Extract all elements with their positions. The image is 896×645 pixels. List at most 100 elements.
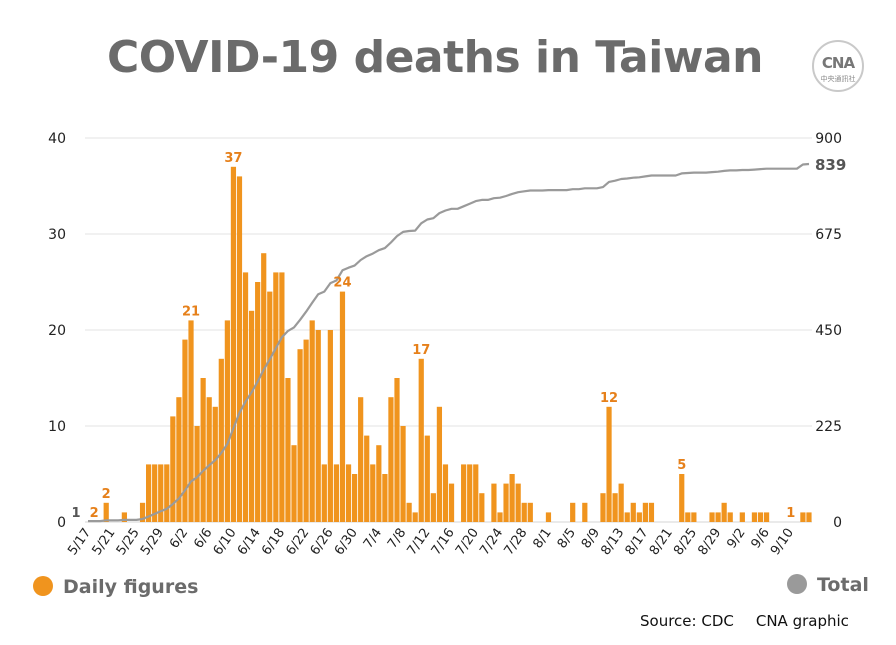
daily-bar xyxy=(315,330,321,522)
daily-bar xyxy=(515,483,521,522)
x-tick-label: 7/20 xyxy=(453,526,482,559)
daily-bar xyxy=(139,502,146,522)
daily-bar xyxy=(600,493,606,522)
daily-bar xyxy=(230,166,237,523)
daily-bar xyxy=(339,291,346,522)
daily-bar xyxy=(218,358,224,522)
daily-bar xyxy=(182,339,188,522)
data-label: 5 xyxy=(677,458,686,473)
x-tick-label: 7/4 xyxy=(361,526,385,552)
daily-bar xyxy=(691,512,697,522)
daily-bar xyxy=(418,358,424,522)
daily-bar xyxy=(291,445,297,522)
daily-bar xyxy=(194,426,200,522)
x-tick-label: 6/18 xyxy=(259,526,288,559)
legend-daily-label: Daily figures xyxy=(63,576,199,598)
x-tick-label: 8/25 xyxy=(671,526,700,559)
data-label: 2 xyxy=(102,487,111,502)
y-left-tick-label: 0 xyxy=(57,515,66,531)
daily-bar xyxy=(176,397,182,522)
daily-bar xyxy=(624,512,630,522)
legend-total-label: Total xyxy=(817,574,869,596)
daily-bar xyxy=(800,512,806,522)
daily-bar xyxy=(618,483,624,522)
total-series-line xyxy=(88,162,810,523)
daily-bar xyxy=(248,310,255,522)
daily-bars xyxy=(103,166,812,523)
daily-bar xyxy=(606,406,612,522)
daily-bar xyxy=(461,464,467,522)
daily-bar xyxy=(103,502,109,522)
daily-bar xyxy=(327,330,333,522)
x-tick-label: 8/21 xyxy=(647,526,676,559)
y-left-tick-label: 40 xyxy=(48,131,66,147)
daily-bar xyxy=(358,397,364,522)
daily-bar xyxy=(412,512,418,522)
x-tick-label: 6/26 xyxy=(308,526,337,559)
legend-total-swatch xyxy=(787,574,807,594)
x-tick-label: 6/2 xyxy=(167,526,191,552)
data-label: 1 xyxy=(786,506,795,521)
daily-bar xyxy=(345,464,352,522)
daily-bar xyxy=(158,464,164,522)
daily-bar xyxy=(497,512,503,522)
x-tick-label: 9/2 xyxy=(724,526,748,552)
daily-bar xyxy=(763,512,770,522)
daily-bar xyxy=(394,378,400,522)
footer: Source: CDC CNA graphic xyxy=(640,612,871,630)
daily-bar xyxy=(273,272,279,522)
daily-bar xyxy=(212,406,218,522)
daily-bar xyxy=(739,512,745,522)
logo-text: CNA xyxy=(821,54,855,72)
x-tick-label: 5/29 xyxy=(138,526,167,559)
daily-bar xyxy=(806,512,812,522)
daily-bar xyxy=(261,253,267,522)
x-tick-label: 6/30 xyxy=(332,526,361,559)
data-label: 21 xyxy=(182,304,200,319)
data-label: 2 xyxy=(90,506,99,521)
daily-bar xyxy=(679,474,685,522)
x-tick-label: 6/22 xyxy=(283,526,312,559)
daily-bar xyxy=(255,282,261,522)
daily-bar xyxy=(727,512,733,522)
daily-bar xyxy=(473,464,479,522)
data-label: 12 xyxy=(600,391,618,406)
daily-bar xyxy=(448,483,455,522)
data-label: 17 xyxy=(412,343,430,358)
daily-bar xyxy=(370,464,376,522)
gridlines xyxy=(85,137,812,523)
x-tick-label: 6/14 xyxy=(235,526,264,559)
data-label: 24 xyxy=(333,276,351,291)
daily-bar xyxy=(491,483,497,522)
y-right-tick-label: 225 xyxy=(815,419,842,435)
daily-bar xyxy=(164,464,170,522)
daily-bar xyxy=(545,512,552,522)
chart-title: COVID-19 deaths in Taiwan xyxy=(107,32,764,83)
daily-bar xyxy=(648,502,655,522)
daily-bar xyxy=(351,474,358,522)
credit-text: CNA graphic xyxy=(755,612,849,630)
daily-bar xyxy=(630,502,636,522)
x-tick-label: 5/25 xyxy=(114,526,143,559)
daily-bar xyxy=(121,512,127,522)
daily-bar xyxy=(521,502,527,522)
daily-bar xyxy=(285,378,291,522)
y-left-tick-label: 30 xyxy=(48,227,66,243)
daily-bar xyxy=(309,320,315,522)
daily-bar xyxy=(442,464,449,522)
daily-bar xyxy=(685,512,691,522)
y-right-tick-label: 450 xyxy=(815,323,842,339)
x-tick-label: 7/12 xyxy=(405,526,434,559)
daily-bar xyxy=(236,176,243,522)
daily-bar xyxy=(279,272,285,522)
x-tick-label: 7/16 xyxy=(429,526,458,559)
daily-bar xyxy=(430,493,436,522)
data-label: 37 xyxy=(224,151,242,166)
daily-bar xyxy=(636,512,642,522)
x-tick-label: 8/1 xyxy=(530,526,554,552)
daily-bar xyxy=(751,512,758,522)
daily-bar xyxy=(188,320,194,522)
daily-bar xyxy=(376,445,382,522)
